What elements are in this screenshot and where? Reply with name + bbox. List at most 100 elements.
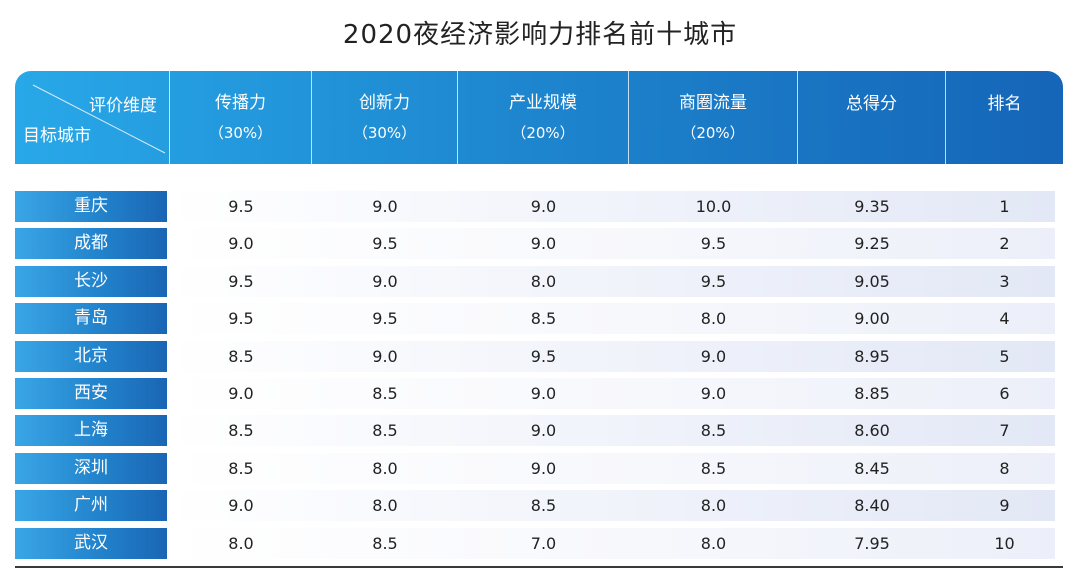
column-header-weight: （30%） — [208, 123, 273, 142]
cell-business-traffic: 8.0 — [700, 534, 727, 553]
column-header-label: 排名 — [987, 94, 1022, 114]
cell-total-score: 9.00 — [854, 309, 890, 328]
row-city-label: 长沙 — [15, 266, 167, 297]
cell-spread: 9.5 — [228, 197, 254, 216]
table-row: 上海 8.5 8.5 9.0 8.5 8.60 7 — [15, 415, 1063, 446]
cell-total-score: 8.95 — [854, 347, 890, 366]
cell-spread: 9.0 — [228, 384, 254, 403]
header-corner-cell: 评价维度 目标城市 — [15, 71, 170, 164]
cell-total-score: 7.95 — [854, 534, 890, 553]
cell-innovation: 8.0 — [372, 459, 398, 478]
cell-rank: 5 — [999, 347, 1010, 366]
cell-business-traffic: 9.0 — [700, 384, 727, 403]
row-stripe — [167, 191, 1055, 222]
cell-industry-scale: 9.0 — [530, 197, 557, 216]
cell-spread: 9.5 — [228, 272, 254, 291]
row-stripe — [167, 266, 1055, 297]
column-header-business-traffic: 商圈流量 （20%） — [629, 71, 798, 164]
column-header-weight: （20%） — [681, 123, 745, 142]
cell-total-score: 9.05 — [854, 272, 890, 291]
cell-business-traffic: 9.5 — [700, 234, 727, 253]
row-city-label: 西安 — [15, 378, 167, 409]
row-city-label: 成都 — [15, 228, 167, 259]
table-row: 西安 9.0 8.5 9.0 9.0 8.85 6 — [15, 378, 1063, 409]
cell-total-score: 9.25 — [854, 234, 890, 253]
cell-business-traffic: 8.5 — [700, 459, 727, 478]
cell-spread: 9.5 — [228, 309, 254, 328]
column-header-label: 总得分 — [846, 94, 897, 114]
column-header-industry-scale: 产业规模 （20%） — [458, 71, 629, 164]
table-row: 深圳 8.5 8.0 9.0 8.5 8.45 8 — [15, 453, 1063, 484]
row-stripe — [167, 490, 1055, 521]
cell-spread: 8.5 — [228, 347, 254, 366]
cell-total-score: 8.45 — [854, 459, 890, 478]
column-header-label: 商圈流量 — [679, 92, 747, 113]
cell-industry-scale: 9.0 — [530, 234, 557, 253]
page-title: 2020夜经济影响力排名前十城市 — [342, 20, 738, 50]
cell-industry-scale: 9.0 — [530, 459, 557, 478]
table-row: 广州 9.0 8.0 8.5 8.0 8.40 9 — [15, 490, 1063, 521]
cell-total-score: 8.40 — [854, 496, 890, 515]
row-stripe — [167, 378, 1055, 409]
corner-label-dimension: 评价维度 — [89, 96, 157, 116]
cell-spread: 9.0 — [228, 234, 254, 253]
cell-total-score: 9.35 — [854, 197, 890, 216]
row-stripe — [167, 528, 1055, 559]
cell-spread: 8.5 — [228, 459, 254, 478]
column-header-spread: 传播力 （30%） — [170, 71, 312, 164]
cell-business-traffic: 9.0 — [700, 347, 727, 366]
cell-business-traffic: 10.0 — [695, 197, 732, 216]
column-header-innovation: 创新力 （30%） — [312, 71, 458, 164]
row-city-label: 上海 — [15, 415, 167, 446]
table-row: 北京 8.5 9.0 9.5 9.0 8.95 5 — [15, 341, 1063, 372]
row-city-label: 北京 — [15, 341, 167, 372]
table-row: 重庆 9.5 9.0 9.0 10.0 9.35 1 — [15, 191, 1063, 222]
cell-rank: 2 — [999, 234, 1010, 253]
cell-business-traffic: 9.5 — [700, 272, 727, 291]
cell-innovation: 8.5 — [372, 534, 398, 553]
cell-industry-scale: 7.0 — [530, 534, 557, 553]
cell-innovation: 8.0 — [372, 496, 398, 515]
row-stripe — [167, 341, 1055, 372]
table-row: 长沙 9.5 9.0 8.0 9.5 9.05 3 — [15, 266, 1063, 297]
table-row: 青岛 9.5 9.5 8.5 8.0 9.00 4 — [15, 303, 1063, 334]
cell-spread: 9.0 — [228, 496, 254, 515]
cell-rank: 8 — [999, 459, 1010, 478]
row-city-label: 武汉 — [15, 528, 167, 559]
cell-rank: 3 — [999, 272, 1010, 291]
cell-industry-scale: 9.0 — [530, 421, 557, 440]
cell-innovation: 9.0 — [372, 347, 398, 366]
row-stripe — [167, 415, 1055, 446]
cell-innovation: 8.5 — [372, 384, 398, 403]
table-row: 成都 9.0 9.5 9.0 9.5 9.25 2 — [15, 228, 1063, 259]
column-header-weight: （20%） — [511, 123, 575, 142]
cell-rank: 4 — [999, 309, 1010, 328]
cell-rank: 7 — [999, 421, 1010, 440]
cell-innovation: 9.0 — [372, 272, 398, 291]
column-header-label: 创新力 — [359, 92, 410, 113]
table-row: 武汉 8.0 8.5 7.0 8.0 7.95 10 — [15, 528, 1063, 559]
column-header-label: 传播力 — [215, 92, 266, 113]
column-header-label: 产业规模 — [509, 92, 577, 113]
cell-rank: 9 — [999, 496, 1010, 515]
cell-industry-scale: 9.5 — [530, 347, 557, 366]
row-city-label: 青岛 — [15, 303, 167, 334]
cell-industry-scale: 8.0 — [530, 272, 557, 291]
row-city-label: 深圳 — [15, 453, 167, 484]
cell-innovation: 8.5 — [372, 421, 398, 440]
row-stripe — [167, 453, 1055, 484]
cell-business-traffic: 8.0 — [700, 496, 727, 515]
column-header-total-score: 总得分 — [798, 71, 946, 164]
cell-innovation: 9.5 — [372, 309, 398, 328]
table-bottom-border — [15, 566, 1063, 568]
cell-total-score: 8.60 — [854, 421, 890, 440]
cell-business-traffic: 8.5 — [700, 421, 727, 440]
row-city-label: 广州 — [15, 490, 167, 521]
cell-innovation: 9.5 — [372, 234, 398, 253]
row-stripe — [167, 303, 1055, 334]
cell-rank: 6 — [999, 384, 1010, 403]
cell-innovation: 9.0 — [372, 197, 398, 216]
row-stripe — [167, 228, 1055, 259]
cell-rank: 1 — [999, 197, 1010, 216]
cell-industry-scale: 8.5 — [530, 496, 557, 515]
